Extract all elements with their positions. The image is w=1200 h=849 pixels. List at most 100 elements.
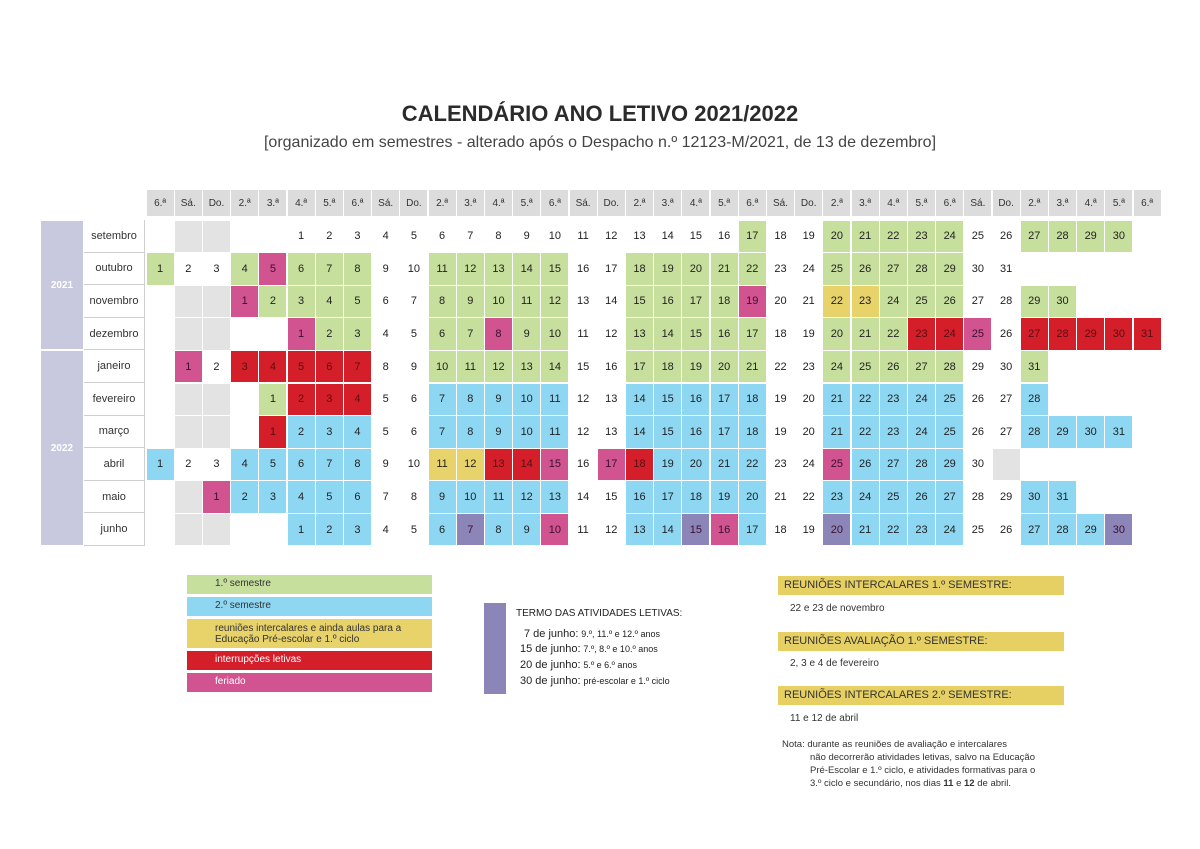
- day-cell: 4: [259, 350, 287, 383]
- day-cell: 8: [484, 513, 513, 546]
- day-cell: 16: [710, 513, 738, 546]
- day-cell: 11: [569, 318, 597, 350]
- day-cell: 28: [1048, 220, 1077, 253]
- month-label: janeiro: [84, 350, 145, 383]
- day-cell: 2: [174, 448, 202, 481]
- day-cell: 28: [907, 253, 936, 285]
- day-cell: 12: [569, 416, 597, 448]
- reunioes-heading: REUNIÕES INTERCALARES 1.º SEMESTRE:: [778, 576, 1064, 595]
- day-cell: 29: [1020, 285, 1048, 318]
- day-cell: 20: [795, 416, 823, 448]
- day-cell: 18: [766, 220, 795, 253]
- day-cell: 26: [851, 448, 879, 481]
- day-cell: 11: [484, 481, 513, 513]
- empty-cell: [202, 513, 231, 546]
- day-cell: 2: [287, 383, 315, 416]
- day-cell: 11: [541, 416, 569, 448]
- weekday-header: 3.ª: [259, 190, 287, 216]
- weekday-header: 6.ª: [936, 190, 964, 216]
- reunioes-heading: REUNIÕES INTERCALARES 2.º SEMESTRE:: [778, 686, 1064, 705]
- termo-marker: [484, 603, 506, 694]
- day-cell: 11: [428, 253, 456, 285]
- day-cell: 30: [1020, 481, 1048, 513]
- day-cell: 12: [597, 318, 625, 350]
- day-cell: 2: [202, 350, 231, 383]
- day-cell: 3: [202, 253, 231, 285]
- day-cell: 13: [569, 285, 597, 318]
- weekday-header: 4.ª: [1077, 190, 1105, 216]
- note-bold: 11: [943, 778, 954, 789]
- day-cell: 5: [400, 513, 428, 546]
- day-cell: 15: [597, 481, 625, 513]
- day-cell: 27: [1020, 513, 1048, 546]
- day-cell: 7: [315, 253, 343, 285]
- day-cell: 4: [372, 220, 400, 253]
- day-cell: 24: [795, 253, 823, 285]
- termo-date: 15 de junho:: [520, 643, 581, 655]
- note-line: 3.º ciclo e secundário, nos dias 11 e 12…: [782, 777, 1082, 790]
- empty-cell: [202, 318, 231, 350]
- day-cell: 30: [964, 448, 992, 481]
- day-cell: 11: [569, 513, 597, 546]
- day-cell: 21: [851, 318, 879, 350]
- day-cell: 16: [569, 448, 597, 481]
- day-cell: 20: [710, 350, 738, 383]
- day-cell: 17: [710, 416, 738, 448]
- note-line: Nota: durante as reuniões de avaliação e…: [782, 738, 1082, 751]
- day-cell: 24: [823, 350, 851, 383]
- day-cell: 4: [372, 513, 400, 546]
- day-cell: 22: [851, 416, 879, 448]
- day-cell: 20: [823, 318, 851, 350]
- day-cell: 30: [1105, 318, 1133, 350]
- termo-item: 7 de junho: 9.º, 11.º e 12.º anos: [524, 628, 660, 640]
- day-cell: 28: [936, 350, 964, 383]
- note-bold: 12: [964, 778, 975, 789]
- day-cell: 23: [766, 253, 795, 285]
- legend-item-s1: 1.º semestre: [187, 575, 432, 594]
- weekday-header: 6.ª: [1133, 190, 1161, 216]
- day-cell: 19: [654, 253, 682, 285]
- day-cell: 15: [682, 318, 710, 350]
- day-cell: 29: [1077, 318, 1105, 350]
- termo-text: 9.º, 11.º e 12.º anos: [581, 629, 660, 639]
- day-cell: 12: [597, 220, 625, 253]
- day-cell: 1: [146, 253, 174, 285]
- day-cell: 5: [343, 285, 372, 318]
- day-cell: 1: [231, 285, 259, 318]
- day-cell: 23: [851, 285, 879, 318]
- day-cell: 28: [1048, 513, 1077, 546]
- day-cell: 23: [907, 318, 936, 350]
- day-cell: 3: [259, 481, 287, 513]
- month-label: maio: [84, 480, 145, 514]
- day-cell: 17: [738, 318, 766, 350]
- day-cell: 10: [541, 513, 569, 546]
- day-cell: 6: [400, 383, 428, 416]
- day-cell: 10: [513, 416, 541, 448]
- day-cell: 6: [287, 253, 315, 285]
- empty-cell: [174, 513, 202, 546]
- day-cell: 15: [541, 448, 569, 481]
- weekday-header: 3.ª: [456, 190, 484, 216]
- day-cell: 6: [343, 481, 372, 513]
- day-cell: 19: [682, 350, 710, 383]
- day-cell: 14: [597, 285, 625, 318]
- day-cell: 3: [287, 285, 315, 318]
- day-cell: 5: [259, 253, 287, 285]
- weekday-header: Sá.: [766, 190, 795, 216]
- day-cell: 30: [992, 350, 1020, 383]
- year-label: 2022: [41, 351, 83, 545]
- day-cell: 10: [400, 253, 428, 285]
- day-cell: 13: [625, 513, 654, 546]
- day-cell: 14: [654, 318, 682, 350]
- empty-cell: [202, 220, 231, 253]
- day-cell: 26: [851, 253, 879, 285]
- day-cell: 25: [823, 448, 851, 481]
- weekday-header: 6.ª: [343, 190, 372, 216]
- day-cell: 6: [287, 448, 315, 481]
- day-cell: 24: [936, 220, 964, 253]
- day-cell: 19: [710, 481, 738, 513]
- day-cell: 12: [456, 448, 484, 481]
- day-cell: 18: [682, 481, 710, 513]
- day-cell: 21: [823, 416, 851, 448]
